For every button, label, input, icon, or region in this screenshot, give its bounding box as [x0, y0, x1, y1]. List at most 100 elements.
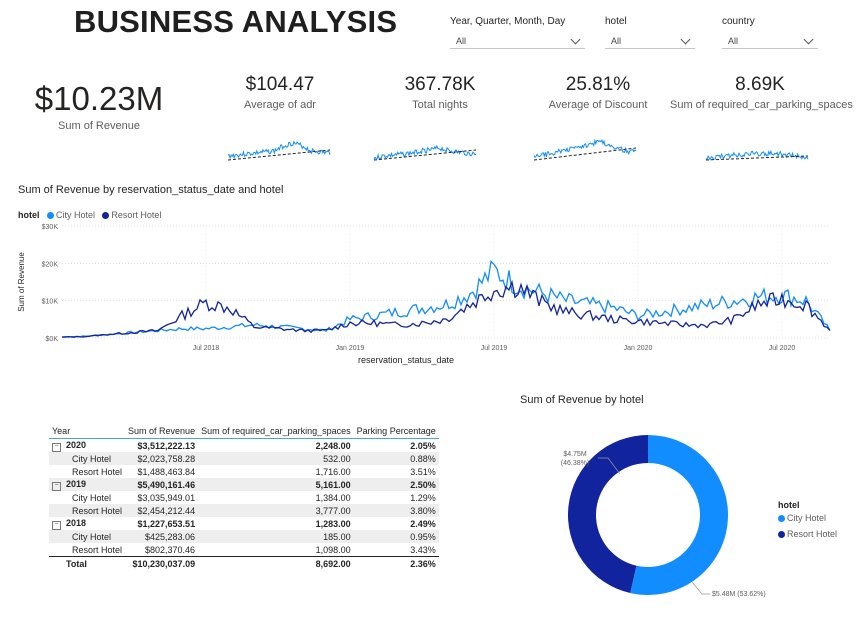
legend-dot-icon — [102, 212, 110, 219]
table-cell-pct: 3.51% — [410, 466, 436, 477]
table-year-row[interactable]: −2020 $3,512,222.13 2,248.00 2.05% — [49, 439, 439, 453]
x-tick-label: Jul 2018 — [193, 345, 220, 352]
collapse-icon[interactable]: − — [52, 520, 61, 530]
data-label-resort-value: $4.75M — [563, 451, 587, 458]
sparkline-discount — [533, 138, 637, 161]
page-title: BUSINESS ANALYSIS — [74, 4, 398, 39]
legend-item-city[interactable]: City Hotel — [778, 513, 837, 523]
table-cell-revenue: $802,370.46 — [145, 544, 196, 555]
row-label: Resort Hotel — [72, 544, 123, 555]
table-cell-revenue: $425,283.06 — [125, 530, 199, 543]
x-tick-label: Jul 2019 — [481, 345, 508, 352]
table-cell-label: City Hotel — [49, 452, 126, 465]
table-cell-revenue: $2,454,212.44 — [125, 504, 199, 517]
table-cell-label: City Hotel — [49, 491, 125, 504]
kpi-main-value: $10.23M — [34, 80, 164, 117]
column-header[interactable]: Parking Percentage — [353, 423, 439, 439]
slicer-date-dropdown[interactable]: All — [450, 33, 585, 49]
sparkline-trend — [705, 155, 809, 161]
legend-item-city[interactable]: City Hotel — [46, 210, 95, 220]
legend-dot-icon — [46, 212, 54, 219]
row-label: 2020 — [66, 439, 87, 450]
table-cell-pct: 0.88% — [353, 452, 439, 465]
y-tick-label: $30K — [42, 224, 59, 231]
slicer-country-dropdown[interactable]: All — [722, 33, 818, 49]
table-cell-parking: 1,384.00 — [315, 492, 351, 503]
leader-line — [598, 457, 621, 475]
table-cell-parking: 1,098.00 — [315, 544, 351, 555]
table-cell-revenue: $3,035,949.01 — [137, 492, 196, 503]
sparkline-line — [533, 138, 637, 159]
table-cell-pct: 0.95% — [353, 530, 439, 543]
table-row: City Hotel $2,023,758.28 532.00 0.88% — [49, 452, 439, 465]
table-cell-label: Resort Hotel — [49, 504, 126, 517]
slicer-country-value: All — [728, 36, 739, 46]
table-cell-pct: 2.50% — [353, 478, 439, 491]
y-tick-label: $0K — [46, 336, 59, 343]
sparkline-parking — [705, 149, 809, 161]
sparkline-line — [227, 140, 331, 160]
column-header[interactable]: Sum of Revenue — [125, 423, 199, 439]
table-cell-pct: 1.29% — [410, 492, 436, 503]
row-label: Resort Hotel — [72, 466, 123, 477]
table-year-row[interactable]: −2019 $5,490,161.46 5,161.00 2.50% — [49, 478, 439, 491]
table-cell-pct: 3.80% — [353, 504, 439, 517]
donut-chart: $4.75M (46.38%) $5.48M (53.62%) — [561, 435, 766, 598]
table-year-row[interactable]: −2018 $1,227,653.51 1,283.00 2.49% — [49, 517, 439, 530]
chevron-down-icon — [803, 34, 814, 45]
kpi-main-label: Sum of Revenue — [58, 120, 140, 132]
slicer-country[interactable]: country All — [722, 16, 818, 49]
table-cell-revenue: $3,512,222.13 — [137, 440, 196, 451]
column-header[interactable]: Year — [49, 423, 126, 439]
line-chart-legend: hotel City Hotel Resort Hotel — [18, 205, 161, 223]
table-header-row: Year Sum of Revenue Sum of required_car_… — [49, 423, 439, 439]
kpi-card-value: 8.69K — [735, 74, 785, 95]
series-line-city-hotel — [61, 260, 831, 338]
table-cell-revenue: $1,488,463.84 — [137, 466, 196, 477]
table-cell-label: Resort Hotel — [49, 465, 125, 478]
legend-item-resort[interactable]: Resort Hotel — [102, 210, 161, 220]
table-cell-parking: 5,161.00 — [198, 478, 354, 491]
slicer-hotel-label: hotel — [605, 16, 627, 27]
sparkline-nights — [373, 144, 477, 161]
sparkline-line — [373, 144, 477, 161]
collapse-icon[interactable]: − — [52, 481, 61, 491]
column-header[interactable]: Sum of required_car_parking_spaces — [198, 423, 354, 439]
kpi-main: $10.23M Sum of Revenue — [20, 80, 178, 132]
table-total-row: Total $10,230,037.09 8,692.00 2.36% — [49, 556, 439, 570]
collapse-icon[interactable]: − — [52, 442, 61, 452]
slicer-hotel[interactable]: hotel All — [605, 16, 695, 49]
slicer-hotel-dropdown[interactable]: All — [605, 33, 695, 49]
donut-slice-city-hotel[interactable] — [630, 435, 728, 595]
kpi-card-value: $104.47 — [245, 74, 315, 95]
table-cell-label: Resort Hotel — [49, 543, 125, 557]
chevron-down-icon — [570, 34, 581, 45]
row-label: 2018 — [66, 517, 87, 528]
legend-label: Resort Hotel — [787, 529, 838, 539]
kpi-card-discount: 25.81% Average of Discount — [538, 74, 658, 111]
table-cell-label: City Hotel — [49, 530, 126, 543]
y-tick-label: $20K — [42, 261, 59, 268]
y-tick-label: $10K — [42, 299, 59, 306]
legend-label: City Hotel — [787, 513, 827, 523]
revenue-table: Year Sum of Revenue Sum of required_car_… — [49, 423, 439, 570]
donut-slice-resort-hotel[interactable] — [568, 435, 648, 593]
sparkline-trend — [373, 149, 477, 161]
table-row: Resort Hotel $1,488,463.84 1,716.00 3.51% — [49, 465, 439, 478]
row-label: 2019 — [66, 478, 87, 489]
table-cell-parking: 1,716.00 — [315, 466, 351, 477]
table-cell-pct: 2.49% — [410, 518, 436, 529]
legend-label: Resort Hotel — [111, 210, 162, 220]
slicer-date-label: Year, Quarter, Month, Day — [450, 16, 566, 27]
slicer-country-label: country — [722, 16, 755, 27]
data-label-resort-pct: (46.38%) — [561, 460, 589, 467]
slicer-date[interactable]: Year, Quarter, Month, Day All — [450, 16, 585, 49]
legend-item-resort[interactable]: Resort Hotel — [778, 529, 837, 539]
table-cell-label: −2019 — [49, 478, 126, 491]
row-label: City Hotel — [72, 531, 112, 542]
table-cell-revenue: $10,230,037.09 — [125, 556, 199, 570]
line-chart: $0K $10K $20K $30K Jul 2018 Jan 2019 Jul 2019 J… — [17, 224, 831, 365]
table-row: Resort Hotel $802,370.46 1,098.00 3.43% — [49, 543, 439, 557]
table-cell-parking: 8,692.00 — [198, 556, 354, 570]
chevron-down-icon — [680, 34, 691, 45]
